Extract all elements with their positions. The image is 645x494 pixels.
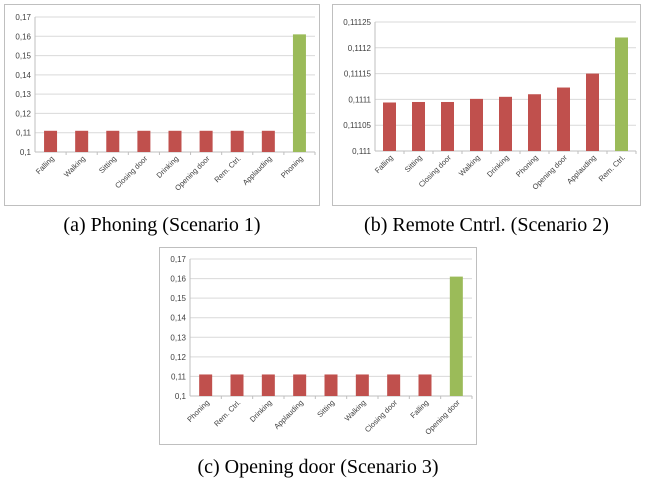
caption-a: (a) Phoning (Scenario 1) xyxy=(63,214,261,236)
x-category-label-c: Walking xyxy=(343,398,368,423)
y-tick-label-c: 0,15 xyxy=(170,294,186,303)
y-tick-label-b: 0,1111 xyxy=(348,95,371,104)
bar-c xyxy=(324,374,338,396)
bar-c xyxy=(261,374,275,396)
caption-c: (c) Opening door (Scenario 3) xyxy=(197,456,439,478)
y-tick-label-b: 0,1112 xyxy=(348,44,372,53)
x-category-label-a: Falling xyxy=(34,154,56,176)
x-category-label-c: Rem. Ctrl. xyxy=(212,398,242,428)
y-tick-label-b: 0,11105 xyxy=(343,121,371,130)
bar-b xyxy=(557,87,570,151)
bar-b xyxy=(470,98,483,151)
x-category-label-b: Rem. Ctrl. xyxy=(597,153,627,183)
x-category-label-c: Closing door xyxy=(363,398,399,434)
bar-b xyxy=(586,73,599,151)
y-tick-label-c: 0,13 xyxy=(170,333,186,342)
bar-a xyxy=(230,130,244,152)
bar-c xyxy=(230,374,244,396)
bar-c xyxy=(199,374,213,396)
bar-a xyxy=(168,130,182,152)
chart-panel-b: 0,111 0,11105 0,1111 0,11115 0,1112 0,11125 Fa… xyxy=(332,4,641,206)
x-category-label-c: Sitting xyxy=(315,398,336,419)
bar-a xyxy=(106,130,120,152)
y-tick-label-a: 0,1 xyxy=(20,148,32,157)
y-tick-label-c: 0,1 xyxy=(175,392,187,401)
bar-a xyxy=(137,130,151,152)
chart-panel-c: 0,1 0,11 0,12 0,13 0,14 0,15 0,16 0,17 Phoning Re… xyxy=(159,247,477,445)
chart-b-svg: 0,111 0,11105 0,1111 0,11115 0,1112 0,11125 Fa… xyxy=(343,18,637,192)
bar-c xyxy=(418,374,432,396)
x-category-label-a: Sitting xyxy=(97,154,118,175)
bar-c xyxy=(293,374,307,396)
x-category-label-b: Applauding xyxy=(565,153,598,186)
y-tick-label-c: 0,16 xyxy=(170,275,186,284)
bar-b xyxy=(412,101,425,151)
bar-b xyxy=(499,96,512,151)
x-category-label-a: Applauding xyxy=(241,154,274,187)
y-tick-label-a: 0,15 xyxy=(15,52,31,61)
bar-a xyxy=(199,130,213,152)
x-category-label-b: Walking xyxy=(457,153,482,178)
x-category-label-a: Phoning xyxy=(279,154,305,180)
bar-c xyxy=(387,374,401,396)
x-category-label-c: Applauding xyxy=(272,398,305,431)
chart-c-svg: 0,1 0,11 0,12 0,13 0,14 0,15 0,16 0,17 Phoning Re… xyxy=(170,255,473,437)
y-tick-label-a: 0,12 xyxy=(15,109,31,118)
x-category-label-b: Falling xyxy=(373,153,395,175)
x-category-label-c: Phoning xyxy=(185,398,211,424)
bar-a xyxy=(292,34,306,152)
x-category-label-c: Falling xyxy=(408,398,430,420)
bar-a xyxy=(75,130,89,152)
x-category-label-a: Walking xyxy=(62,154,87,179)
caption-b: (b) Remote Cntrl. (Scenario 2) xyxy=(364,214,609,236)
bar-b xyxy=(441,101,454,151)
bar-a xyxy=(44,130,58,152)
bar-b xyxy=(383,102,396,151)
y-tick-label-b: 0,11115 xyxy=(344,70,372,79)
chart-panel-a: 0,1 0,11 0,12 0,13 0,14 0,15 0,16 0,17 Falling Wa… xyxy=(4,4,320,206)
x-category-label-a: Rem. Ctrl. xyxy=(212,154,242,184)
x-category-label-a: Closing door xyxy=(113,154,149,190)
x-category-label-c: Drinking xyxy=(248,398,274,424)
y-tick-label-c: 0,17 xyxy=(170,255,186,264)
bar-b xyxy=(615,37,628,152)
y-tick-label-a: 0,16 xyxy=(15,32,31,41)
y-tick-label-c: 0,11 xyxy=(171,372,187,381)
y-tick-label-a: 0,14 xyxy=(15,71,31,80)
y-tick-label-c: 0,12 xyxy=(170,353,186,362)
bar-a xyxy=(261,130,275,152)
y-tick-label-a: 0,13 xyxy=(15,90,31,99)
bar-b xyxy=(528,94,541,151)
y-tick-label-b: 0,11125 xyxy=(343,18,371,27)
chart-a-svg: 0,1 0,11 0,12 0,13 0,14 0,15 0,16 0,17 Falling Wa… xyxy=(15,13,316,193)
x-category-label-b: Drinking xyxy=(485,153,511,179)
y-tick-label-c: 0,14 xyxy=(170,314,186,323)
x-category-label-a: Drinking xyxy=(155,154,181,180)
x-category-label-b: Phoning xyxy=(514,153,540,179)
bar-c xyxy=(449,276,463,396)
y-tick-label-b: 0,111 xyxy=(352,147,371,156)
bar-c xyxy=(355,374,369,396)
x-category-label-b: Sitting xyxy=(403,153,424,174)
y-tick-label-a: 0,11 xyxy=(16,129,32,138)
y-tick-label-a: 0,17 xyxy=(15,13,31,22)
